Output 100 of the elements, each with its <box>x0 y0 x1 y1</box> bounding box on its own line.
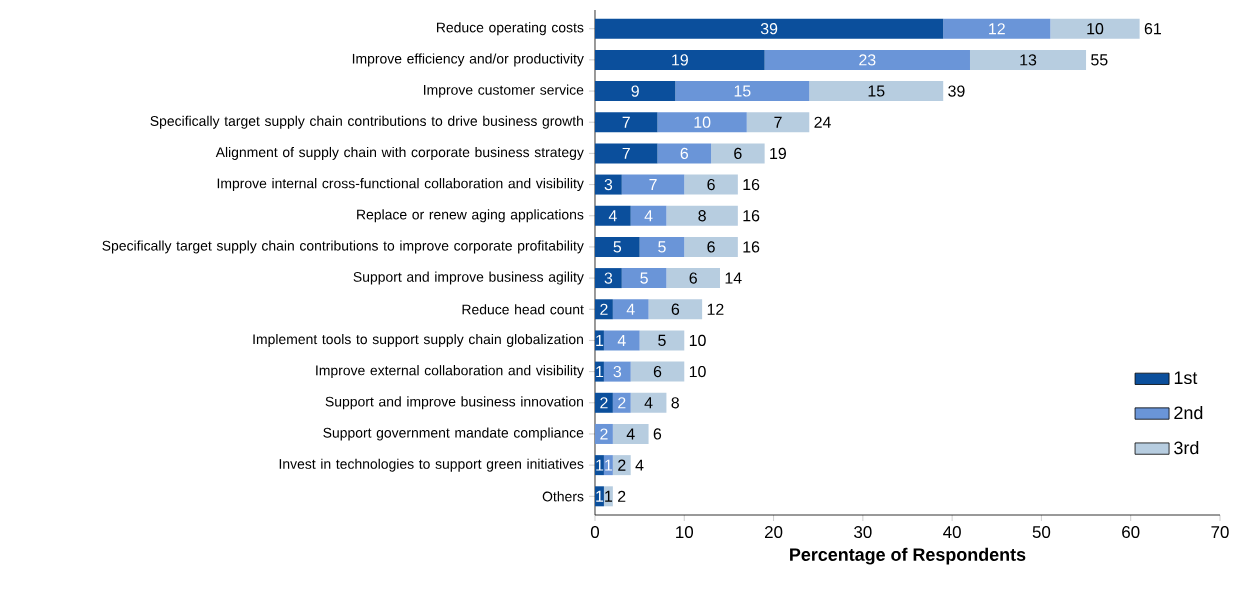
bar <box>594 18 944 39</box>
bar <box>612 299 649 320</box>
data-label: 10 <box>1087 23 1104 35</box>
data-label: 6 <box>653 365 662 378</box>
bar <box>666 205 738 226</box>
data-label: 5 <box>658 241 666 253</box>
y-tick-label: Reduce head count <box>462 304 584 315</box>
data-label: 4 <box>626 428 635 440</box>
bar <box>612 392 631 413</box>
y-tick-label: Support and improve business innovation <box>325 396 583 410</box>
total-label: 24 <box>814 116 831 128</box>
total-label: 12 <box>707 303 724 315</box>
total-label: 16 <box>743 241 760 253</box>
bar <box>684 174 738 195</box>
data-label: 13 <box>1020 54 1037 66</box>
bar <box>594 423 613 444</box>
bar <box>684 236 738 257</box>
bar <box>657 112 747 133</box>
bar <box>969 49 1087 70</box>
data-label: 10 <box>694 116 711 128</box>
bar <box>612 455 631 476</box>
bar <box>648 299 703 320</box>
data-label: 4 <box>626 303 635 315</box>
data-label: 6 <box>680 147 689 160</box>
data-label: 4 <box>644 397 653 409</box>
legend-label: 2nd <box>1174 405 1203 420</box>
bar <box>594 112 658 133</box>
data-label: 2 <box>600 428 608 440</box>
bar <box>594 143 658 164</box>
data-label: 4 <box>644 210 653 222</box>
data-label: 3 <box>604 272 613 284</box>
bar <box>594 49 765 70</box>
total-label: 10 <box>689 334 706 347</box>
bar <box>1050 18 1140 39</box>
data-label: 7 <box>774 116 782 128</box>
data-label: 5 <box>658 334 666 346</box>
data-label: 7 <box>649 179 657 191</box>
bar <box>666 268 720 289</box>
bar <box>675 81 810 102</box>
y-tick-label: Support government mandate compliance <box>323 427 584 441</box>
bar <box>809 81 944 102</box>
bar <box>621 268 667 289</box>
x-tick-label: 40 <box>943 526 961 539</box>
bar <box>657 143 712 164</box>
bar <box>594 236 640 257</box>
y-tick-label: Implement tools to support supply chain globalization <box>253 333 583 347</box>
data-label: 2 <box>618 397 626 409</box>
bar <box>594 392 613 413</box>
total-label: 61 <box>1144 23 1161 35</box>
total-label: 4 <box>635 459 644 471</box>
total-label: 8 <box>671 397 679 409</box>
total-label: 39 <box>948 85 965 97</box>
data-label: 7 <box>622 147 630 159</box>
data-label: 39 <box>760 23 778 35</box>
data-label: 6 <box>734 147 742 160</box>
bar <box>639 236 685 257</box>
data-label: 9 <box>631 85 639 97</box>
data-label: 3 <box>604 178 613 191</box>
data-label: 2 <box>618 459 626 471</box>
data-label: 3 <box>613 365 622 378</box>
bar <box>594 174 622 195</box>
x-tick-label: 0 <box>590 526 600 539</box>
data-label: 1 <box>605 490 613 502</box>
total-label: 10 <box>689 365 706 378</box>
data-label: 1 <box>605 459 613 471</box>
y-tick-label: Improve efficiency and/or productivity <box>352 53 584 67</box>
data-label: 1 <box>596 459 604 471</box>
bar <box>630 205 667 226</box>
bar <box>594 205 631 226</box>
y-tick-label: Reduce operating costs <box>437 22 584 36</box>
x-tick-label: 60 <box>1122 526 1140 539</box>
total-label: 16 <box>743 210 760 222</box>
data-label: 6 <box>707 178 715 191</box>
bar <box>746 112 810 133</box>
x-tick-label: 10 <box>676 526 694 539</box>
data-label: 15 <box>734 85 751 97</box>
y-tick-label: Improve external collaboration and visibility <box>316 365 584 379</box>
data-label: 1 <box>596 334 604 346</box>
bar <box>630 361 685 382</box>
bar <box>943 18 1051 39</box>
data-label: 15 <box>868 85 885 97</box>
total-label: 19 <box>770 147 786 160</box>
bar <box>603 330 640 351</box>
data-label: 1 <box>596 366 604 378</box>
bar <box>594 81 676 102</box>
total-label: 16 <box>743 178 760 191</box>
bar <box>594 299 613 320</box>
data-label: 1 <box>596 490 604 502</box>
bar <box>630 392 667 413</box>
data-label: 8 <box>698 210 706 222</box>
bar <box>621 174 685 195</box>
y-tick-label: Support and improve business agility <box>353 271 584 285</box>
data-label: 12 <box>989 23 1005 35</box>
data-label: 5 <box>613 241 622 253</box>
x-axis-title: Percentage of Respondents <box>790 547 1026 565</box>
y-tick-label: Improve customer service <box>424 84 584 98</box>
total-label: 55 <box>1091 54 1108 66</box>
data-label: 4 <box>617 334 626 346</box>
x-tick-label: 20 <box>764 526 783 539</box>
x-tick-label: 30 <box>854 526 872 539</box>
